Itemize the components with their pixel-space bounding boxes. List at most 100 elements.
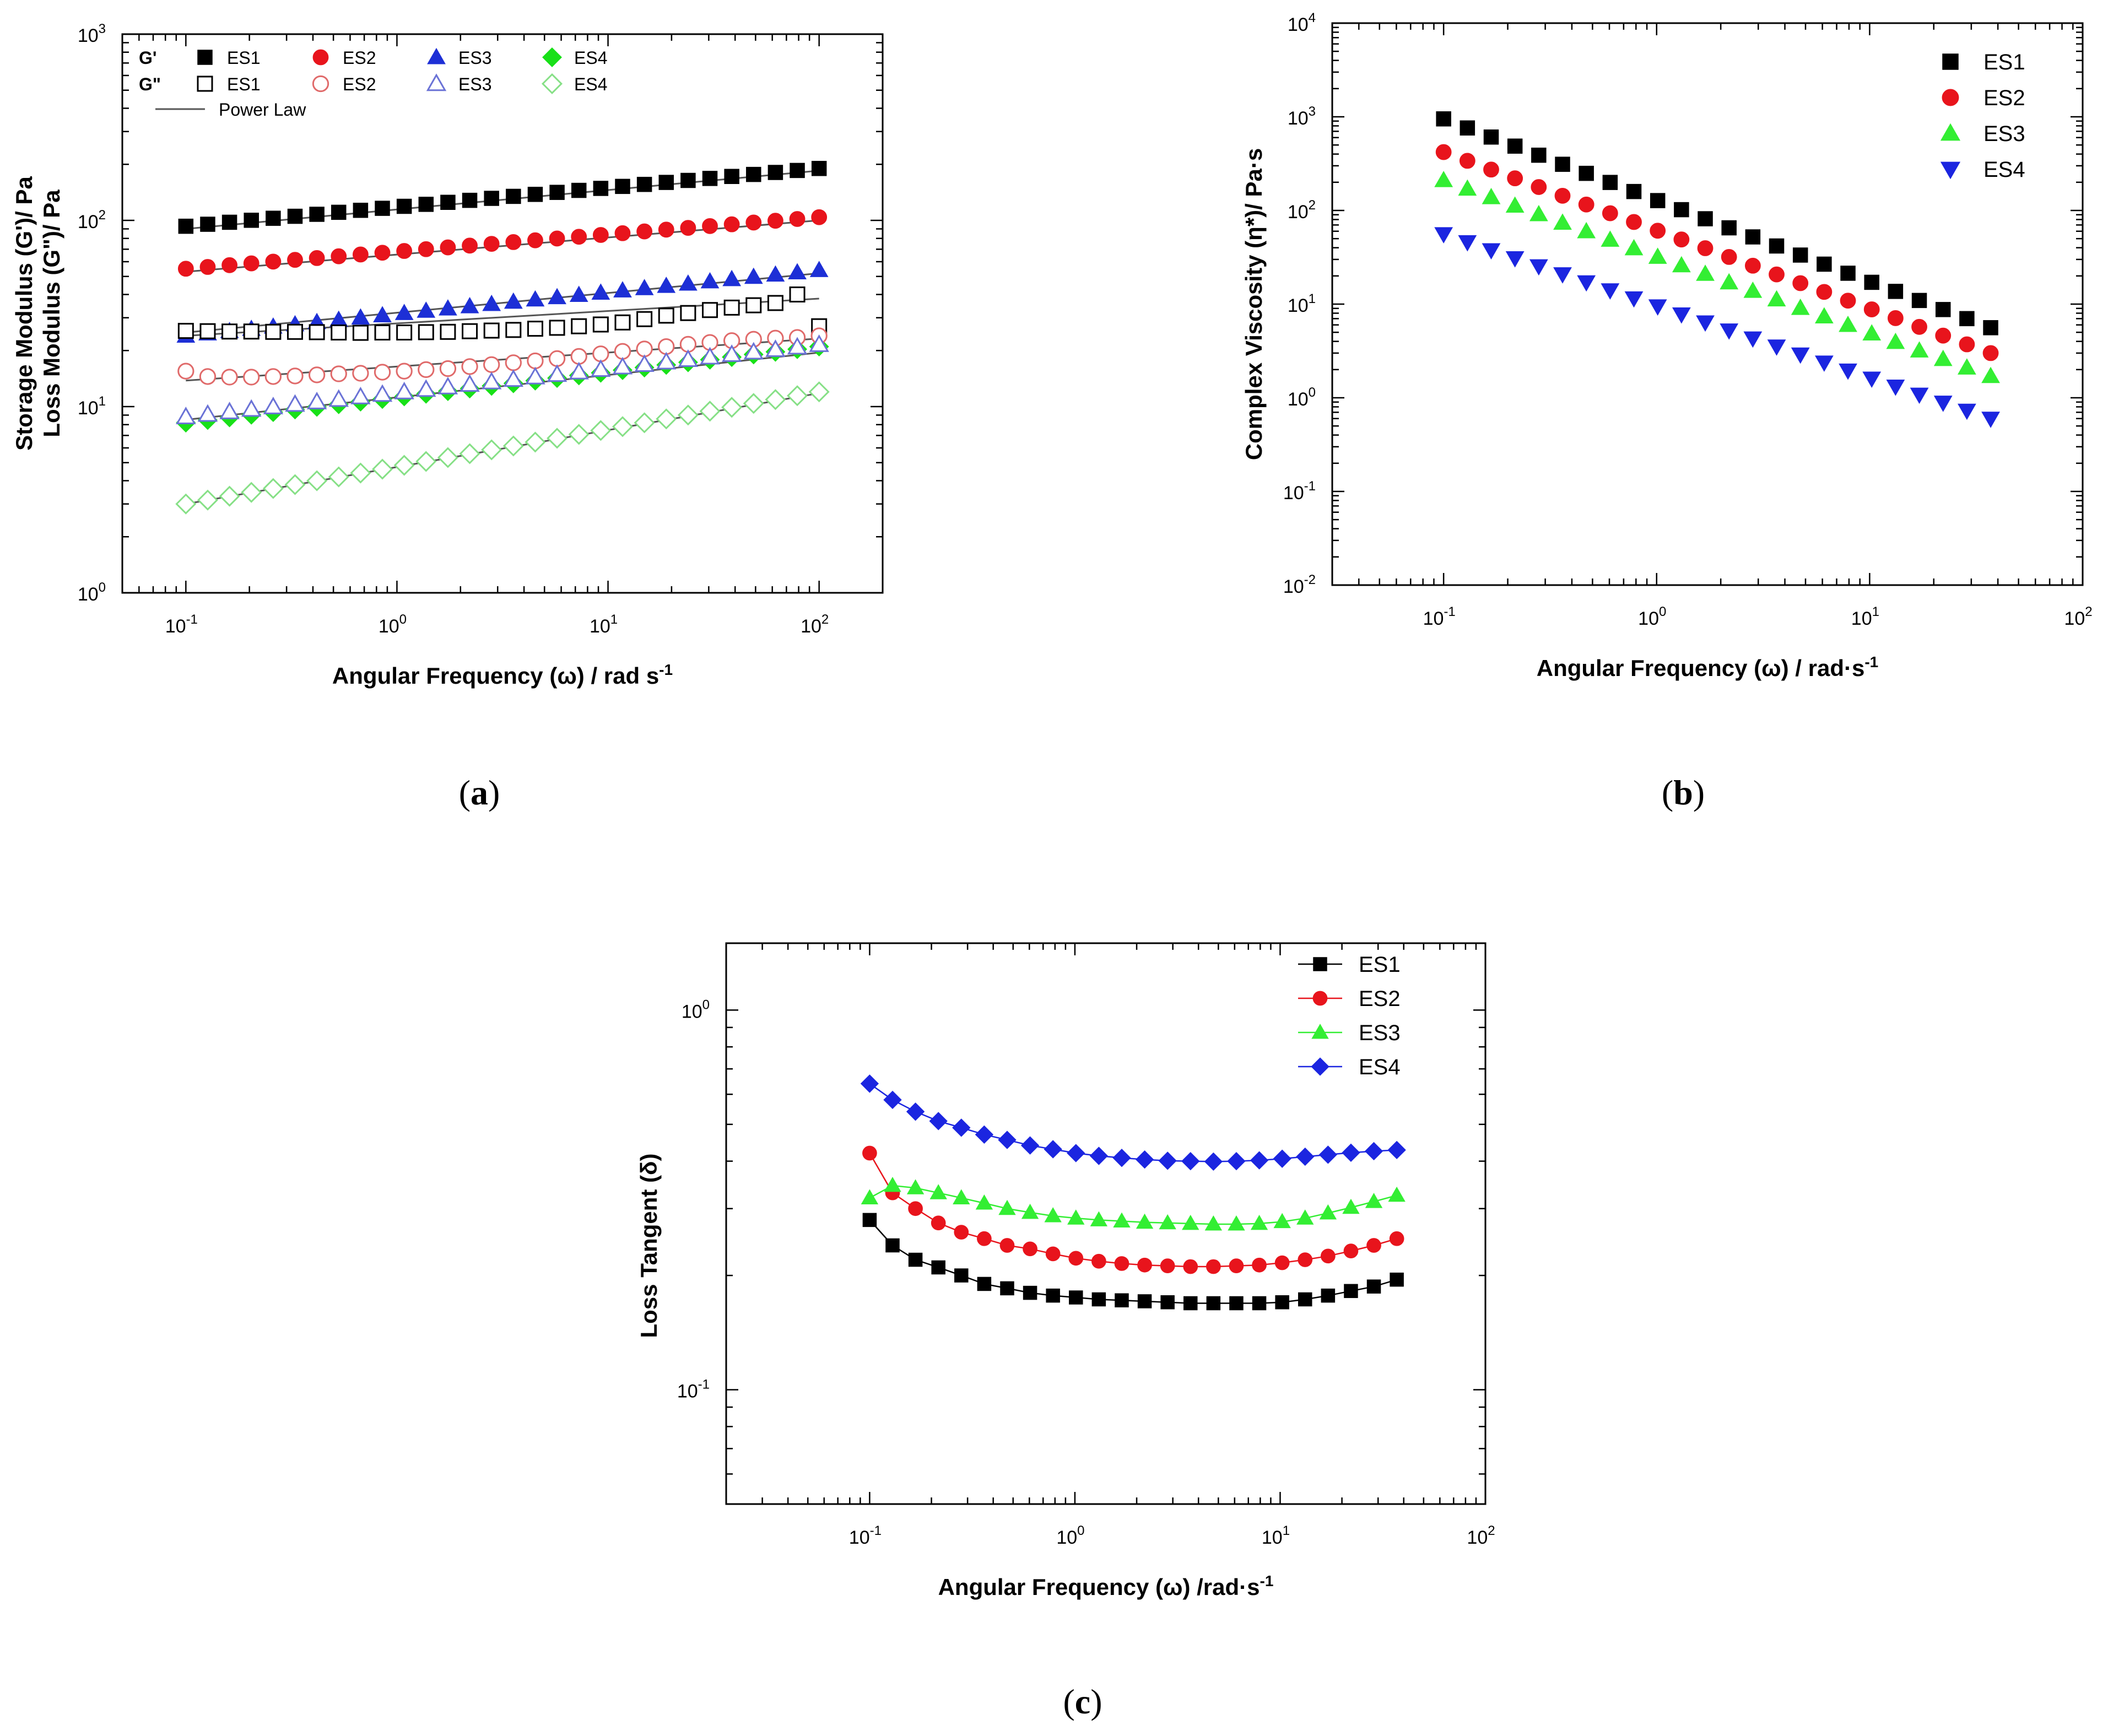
- data-point: [570, 348, 587, 365]
- data-point: [197, 404, 218, 422]
- data-point: [331, 248, 347, 264]
- data-point: [462, 237, 478, 254]
- data-point: [1624, 291, 1644, 308]
- data-point: [1840, 266, 1856, 281]
- legend-marker: [1313, 957, 1327, 971]
- legend-marker: [1312, 991, 1328, 1006]
- data-point: [1482, 188, 1501, 204]
- data-point: [1160, 1295, 1175, 1310]
- y-axis-label: Loss Tangent (δ): [636, 1153, 662, 1338]
- data-point: [658, 221, 674, 238]
- data-point: [885, 1238, 900, 1253]
- data-point: [1959, 336, 1975, 353]
- data-point: [999, 1238, 1015, 1253]
- data-point: [178, 218, 194, 234]
- data-point: [722, 269, 742, 286]
- data-point: [723, 216, 740, 232]
- data-point: [1626, 214, 1642, 230]
- x-tick-label: 10-1: [849, 1523, 882, 1548]
- legend-marker: [1311, 1057, 1329, 1076]
- data-point: [396, 363, 413, 380]
- data-point: [1482, 243, 1501, 260]
- data-point: [1721, 220, 1737, 236]
- data-point: [352, 246, 369, 263]
- data-point: [1840, 293, 1856, 309]
- data-point: [592, 345, 609, 363]
- data-point: [1507, 138, 1523, 154]
- data-point: [1114, 1256, 1129, 1271]
- data-point: [1744, 257, 1761, 274]
- data-point: [199, 323, 216, 339]
- data-point: [787, 385, 808, 407]
- data-point: [590, 420, 612, 441]
- data-point: [352, 325, 369, 341]
- data-point: [418, 324, 434, 340]
- data-point: [177, 323, 194, 339]
- data-point: [1814, 307, 1834, 324]
- data-point: [331, 204, 347, 220]
- data-point: [221, 214, 237, 230]
- data-point: [1911, 293, 1927, 309]
- data-point: [373, 306, 392, 322]
- legend-entry: ES2: [343, 48, 376, 68]
- data-point: [527, 321, 543, 337]
- data-point: [862, 1213, 877, 1227]
- data-point: [1910, 387, 1929, 404]
- legend-entry: ES2: [343, 74, 376, 94]
- data-point: [1434, 171, 1453, 187]
- data-point: [1366, 1279, 1381, 1294]
- data-point: [437, 376, 458, 394]
- data-point: [505, 234, 522, 250]
- data-point: [1113, 1212, 1131, 1228]
- data-point: [461, 358, 478, 375]
- data-point: [975, 1194, 993, 1210]
- legend-marker: [1940, 123, 1961, 141]
- legend-entry: ES1: [1983, 50, 2025, 74]
- data-point: [1298, 1292, 1312, 1307]
- data-point: [1387, 1140, 1406, 1160]
- panel-a-chart: 10-1 100 101 102 100 101 102 103 Angular Frequen…: [11, 21, 884, 812]
- data-point: [862, 1145, 877, 1161]
- data-point: [1721, 248, 1737, 265]
- data-point: [241, 482, 262, 503]
- data-point: [1886, 332, 1905, 349]
- data-point: [1698, 211, 1713, 226]
- data-point: [1505, 196, 1525, 213]
- data-point: [504, 292, 523, 309]
- data-point: [1273, 1149, 1291, 1168]
- data-point: [1344, 1284, 1358, 1299]
- data-point: [374, 364, 391, 381]
- data-point: [1839, 315, 1857, 332]
- data-point: [1933, 349, 1953, 366]
- data-point: [1935, 302, 1951, 317]
- legend-entry: ES1: [1359, 953, 1401, 977]
- data-point: [1767, 339, 1786, 356]
- data-point: [1342, 1143, 1360, 1162]
- data-point: [372, 384, 393, 402]
- data-point: [614, 225, 631, 241]
- legend-gdouble-label: G": [139, 74, 161, 94]
- data-point: [745, 297, 762, 313]
- data-point: [721, 344, 742, 362]
- series-es4: [1434, 227, 2000, 428]
- data-point: [459, 443, 480, 464]
- data-point: [1319, 1204, 1337, 1220]
- data-point: [789, 211, 806, 227]
- data-point: [548, 350, 566, 367]
- data-point: [1529, 259, 1548, 276]
- data-point: [1554, 187, 1571, 204]
- data-point: [219, 485, 240, 507]
- data-point: [243, 323, 260, 340]
- data-point: [1044, 1140, 1062, 1159]
- legend-entry: ES1: [227, 74, 260, 94]
- data-point: [308, 366, 326, 383]
- data-point: [1672, 307, 1691, 324]
- data-point: [263, 397, 284, 414]
- data-point: [1767, 290, 1786, 307]
- data-point: [746, 166, 761, 182]
- data-point: [1204, 1152, 1223, 1171]
- data-point: [417, 301, 436, 318]
- data-point: [1648, 299, 1667, 316]
- data-point: [1743, 282, 1763, 298]
- x-tick-label: 101: [1262, 1523, 1290, 1548]
